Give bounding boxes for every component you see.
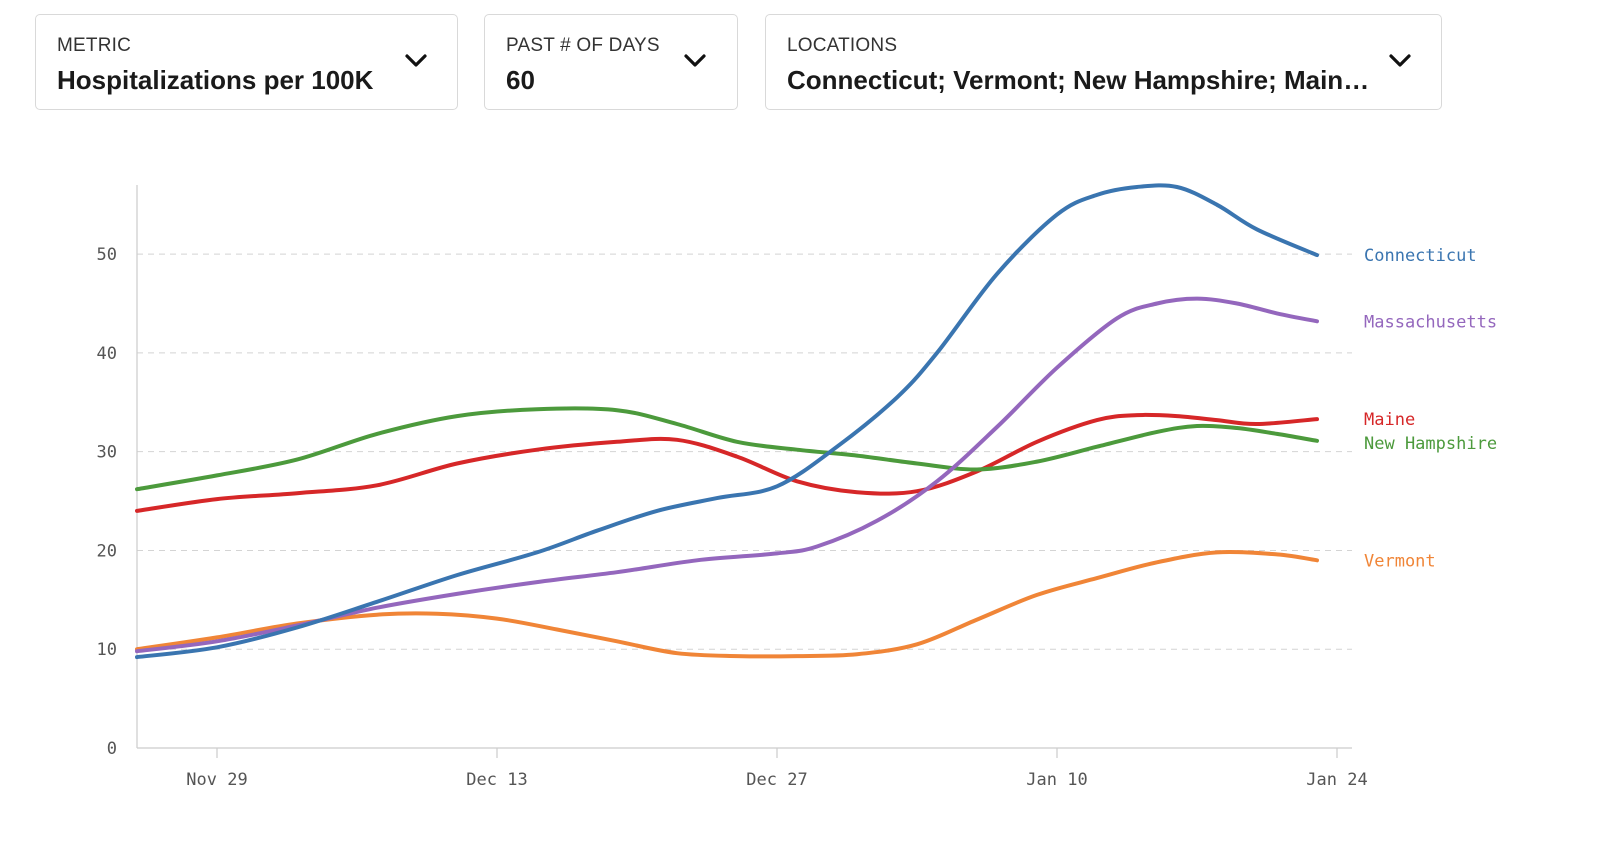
locations-label: LOCATIONS bbox=[787, 35, 898, 56]
axes: 0 10 20 30 40 50 Nov 29 Dec 13 Dec 27 Jan 10 Jan 2… bbox=[97, 185, 1368, 790]
x-tick-label-4: Jan 24 bbox=[1306, 770, 1367, 790]
y-tick-label-0: 0 bbox=[107, 739, 117, 759]
new-hampshire-label: New Hampshire bbox=[1364, 434, 1497, 454]
chevron-down-icon bbox=[684, 54, 706, 67]
y-tick-label-20: 20 bbox=[97, 541, 117, 561]
series-lines bbox=[135, 183, 1319, 660]
chevron-down-icon bbox=[405, 54, 427, 67]
connecticut-label: Connecticut bbox=[1364, 246, 1477, 266]
y-tick-label-50: 50 bbox=[97, 245, 117, 265]
metric-label: METRIC bbox=[57, 35, 132, 56]
massachusetts-line bbox=[135, 296, 1319, 654]
x-tick-label-2: Dec 27 bbox=[746, 770, 807, 790]
days-label: PAST # OF DAYS bbox=[506, 35, 660, 56]
y-tick-label-30: 30 bbox=[97, 443, 117, 463]
x-tick-label-1: Dec 13 bbox=[466, 770, 527, 790]
maine-label: Maine bbox=[1364, 410, 1415, 430]
vermont-label: Vermont bbox=[1364, 551, 1436, 571]
x-tick-label-3: Jan 10 bbox=[1026, 770, 1087, 790]
y-tick-label-10: 10 bbox=[97, 640, 117, 660]
maine-line bbox=[135, 412, 1319, 513]
days-dropdown[interactable]: PAST # OF DAYS 60 bbox=[484, 14, 738, 110]
y-tick-label-40: 40 bbox=[97, 344, 117, 364]
gridlines bbox=[137, 253, 1352, 650]
series-labels: Connecticut Massachusetts Maine New Hampshi… bbox=[1364, 246, 1497, 571]
vermont-line bbox=[135, 549, 1319, 659]
connecticut-line bbox=[135, 183, 1319, 660]
massachusetts-label: Massachusetts bbox=[1364, 312, 1497, 332]
new-hampshire-line bbox=[135, 406, 1319, 492]
locations-dropdown[interactable]: LOCATIONS Connecticut; Vermont; New Hamp… bbox=[765, 14, 1442, 110]
x-tick-label-0: Nov 29 bbox=[186, 770, 247, 790]
metric-dropdown[interactable]: METRIC Hospitalizations per 100K bbox=[35, 14, 458, 110]
chevron-down-icon bbox=[1389, 54, 1411, 67]
